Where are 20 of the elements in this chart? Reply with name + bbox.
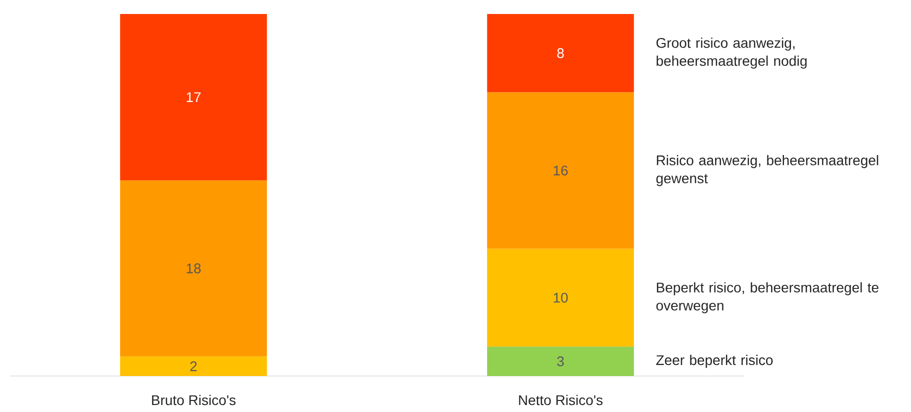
bar: [487, 92, 634, 249]
data-label: 18: [186, 263, 201, 274]
series-label: Risico aanwezig, beheersmaatregel gewenst: [656, 155, 878, 186]
bar: [487, 14, 634, 92]
series-label: Beperkt risico, beheersmaatregel te overwegen: [656, 282, 878, 314]
data-label: 16: [554, 166, 568, 176]
x-tick-label: Netto Risico's: [519, 394, 603, 406]
bar: [120, 180, 267, 356]
data-label: 2: [190, 361, 197, 372]
bar: [487, 248, 634, 347]
data-label: 17: [186, 92, 201, 102]
bar: [487, 346, 634, 376]
data-label: 3: [557, 356, 564, 366]
data-label: 10: [554, 292, 568, 303]
series-label: Zeer beperkt risico: [656, 354, 773, 368]
x-tick-label: Bruto Risico's: [152, 394, 236, 406]
data-label: 8: [557, 48, 564, 58]
bar: [120, 14, 267, 180]
series-label: Groot risico aanwezig, beheersmaatregel nodig: [656, 38, 807, 69]
bar: [120, 356, 267, 376]
